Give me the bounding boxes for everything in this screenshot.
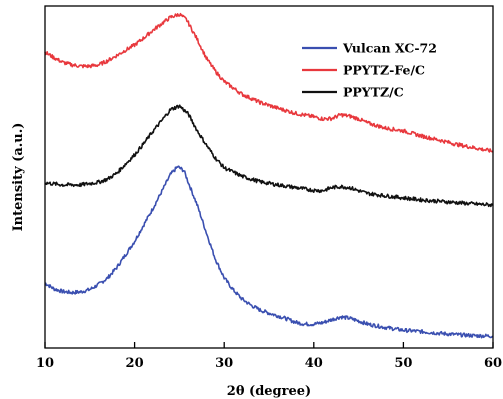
x-tick-label: 50 — [394, 356, 412, 371]
y-axis-title: Intensity (a.u.) — [11, 123, 26, 232]
series-line-3 — [44, 104, 494, 208]
x-tick-label: 20 — [126, 356, 144, 371]
legend-label-3: PPYTZ/C — [343, 85, 404, 100]
legend: Vulcan XC-72 PPYTZ-Fe/C PPYTZ/C — [302, 41, 437, 100]
x-tick-label: 30 — [215, 356, 233, 371]
series-lines — [44, 12, 494, 339]
x-axis-ticks: 10 20 30 40 50 60 — [36, 342, 502, 371]
x-tick-label: 10 — [36, 356, 54, 371]
series-line-2 — [44, 12, 494, 153]
legend-label-2: PPYTZ-Fe/C — [343, 63, 425, 78]
legend-label-1: Vulcan XC-72 — [342, 41, 437, 56]
x-axis-title: 2θ (degree) — [227, 384, 311, 399]
x-tick-label: 40 — [305, 356, 323, 371]
plot-frame — [44, 5, 494, 349]
x-tick-label: 60 — [484, 356, 502, 371]
series-line-1 — [44, 165, 494, 339]
